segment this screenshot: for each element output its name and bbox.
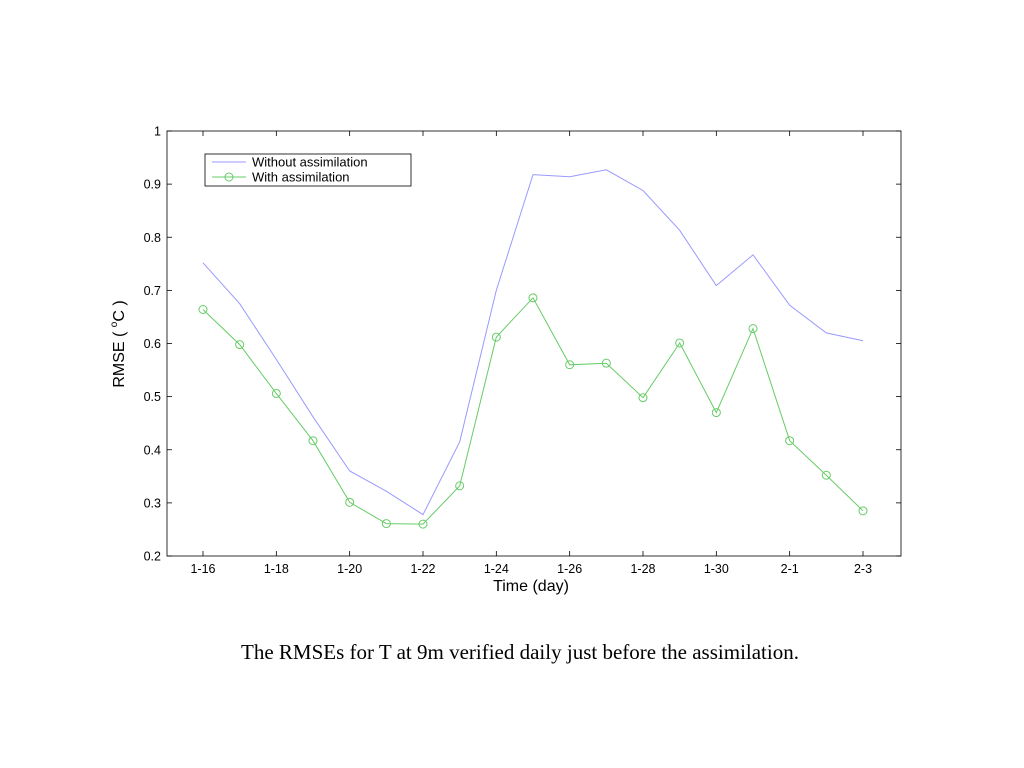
- y-tick-label: 0.2: [144, 550, 161, 564]
- data-point-with-assimilation: [528, 293, 538, 303]
- data-point-with-assimilation: [198, 305, 208, 314]
- data-point-with-assimilation: [711, 408, 721, 418]
- figure-caption: The RMSEs for T at 9m verified daily jus…: [241, 640, 799, 664]
- x-tick-label: 1-16: [190, 562, 215, 576]
- legend-marker-with-assimilation: [224, 172, 234, 182]
- data-point-with-assimilation: [601, 358, 611, 368]
- data-point-with-assimilation: [675, 338, 685, 348]
- data-point-with-assimilation: [345, 497, 355, 507]
- y-tick-label: 0.6: [144, 337, 161, 351]
- x-tick-label: 2-3: [854, 562, 872, 576]
- data-point-with-assimilation: [235, 340, 245, 350]
- x-tick-label: 1-24: [484, 562, 509, 576]
- data-point-with-assimilation: [308, 436, 318, 446]
- data-point-with-assimilation: [418, 519, 428, 529]
- y-tick-label: 0.9: [144, 178, 161, 192]
- x-tick-label: 2-1: [781, 562, 799, 576]
- x-tick-label: 1-28: [630, 562, 655, 576]
- x-tick-label: 1-22: [410, 562, 435, 576]
- y-tick-label: 1: [154, 125, 161, 139]
- plot-frame: [166, 130, 902, 557]
- y-tick-label: 0.4: [144, 443, 161, 457]
- series-line-with-assimilation: [202, 296, 864, 525]
- series-line-without-assimilation: [202, 169, 864, 516]
- x-tick-label: 1-26: [557, 562, 582, 576]
- legend-label-without-assimilation: Without assimilation: [252, 155, 368, 170]
- y-tick-label: 0.3: [144, 496, 161, 510]
- legend: Without assimilation With assimilation: [204, 153, 412, 187]
- x-tick-label: 1-18: [264, 562, 289, 576]
- data-point-with-assimilation: [858, 506, 868, 516]
- legend-box: [204, 153, 412, 187]
- data-point-with-assimilation: [455, 481, 465, 491]
- y-tick-label: 0.8: [144, 231, 161, 245]
- series-layer: [198, 169, 868, 529]
- data-point-with-assimilation: [491, 332, 501, 342]
- x-axis-title: Time (day): [493, 578, 569, 595]
- data-point-with-assimilation: [271, 388, 281, 398]
- axes: 0.2 0.3 0.4 0.5 0.6 0.7 0.8 0.9 1 1-16 1-18 1-20 1-2…: [144, 125, 901, 576]
- data-point-with-assimilation: [565, 360, 575, 370]
- x-tick-label: 1-30: [704, 562, 729, 576]
- legend-label-with-assimilation: With assimilation: [252, 170, 350, 185]
- data-point-with-assimilation: [638, 393, 648, 403]
- data-point-with-assimilation: [381, 519, 391, 529]
- data-point-with-assimilation: [748, 324, 758, 334]
- data-point-with-assimilation: [785, 436, 795, 446]
- x-tick-label: 1-20: [337, 562, 362, 576]
- data-point-with-assimilation: [821, 470, 831, 480]
- y-tick-label: 0.7: [144, 284, 161, 298]
- line-chart: 0.2 0.3 0.4 0.5 0.6 0.7 0.8 0.9 1 1-16 1-18 1-20 1-2…: [109, 125, 902, 595]
- y-tick-label: 0.5: [144, 390, 161, 404]
- y-axis-title: RMSE ( oC ): [109, 300, 128, 387]
